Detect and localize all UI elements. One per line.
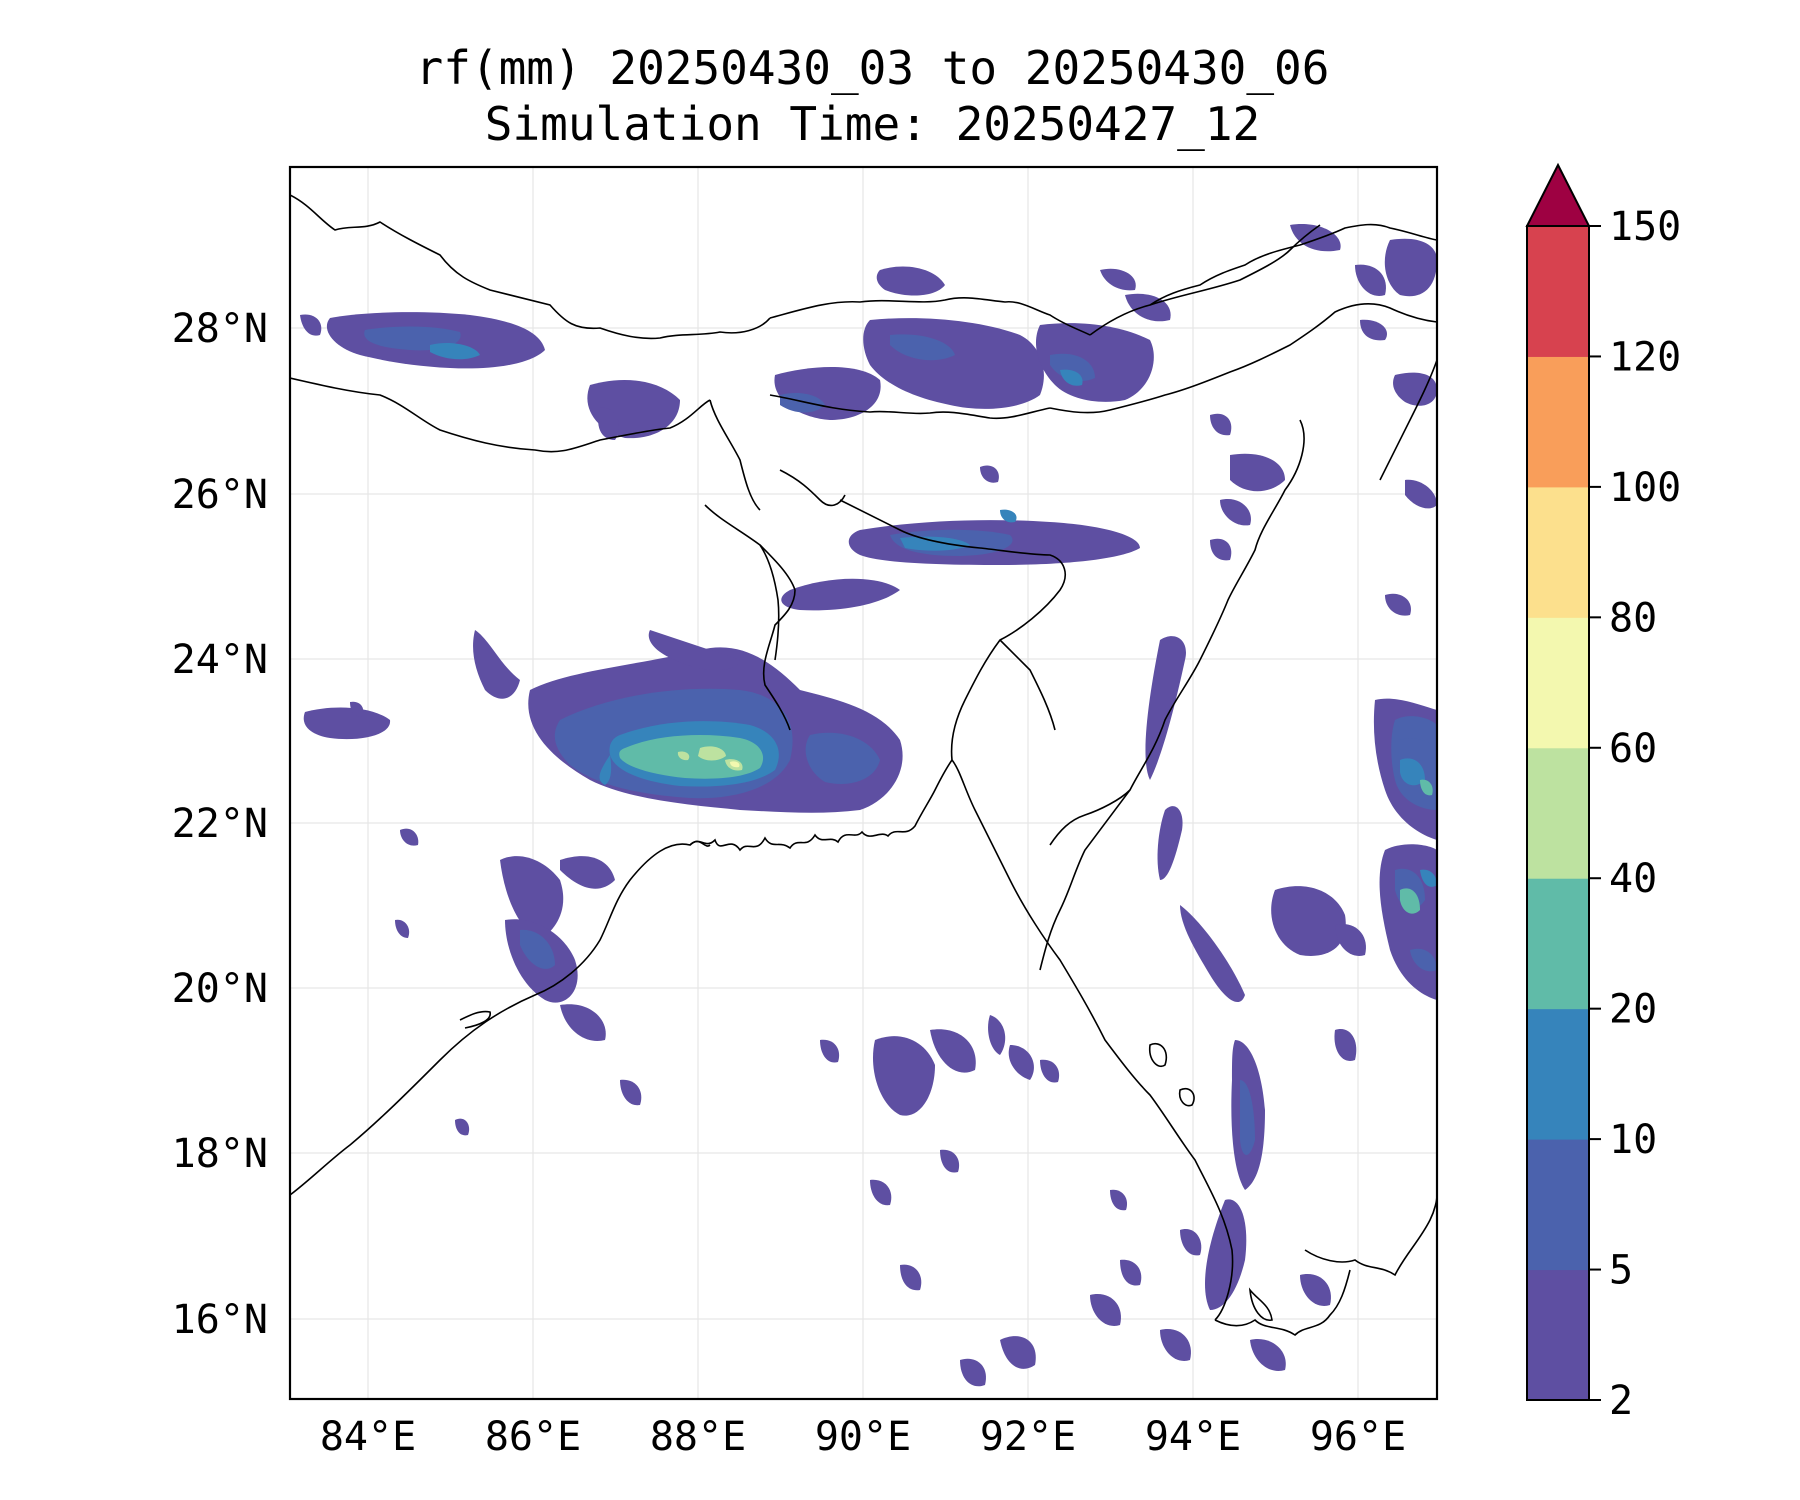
- lat-label: 16°N: [172, 1297, 268, 1343]
- colorbar-tick-label: 150: [1609, 204, 1681, 250]
- colorbar-tick-label: 80: [1609, 595, 1657, 641]
- colorbar-ticks: 2 5 10 20 40 60 80 100 120 150: [1589, 204, 1681, 1424]
- lat-label: 22°N: [172, 801, 268, 847]
- lat-label: 28°N: [172, 306, 268, 352]
- colorbar: 2 5 10 20 40 60 80 100 120 150: [1525, 162, 1681, 1424]
- coastlines-borders: [290, 194, 1437, 1337]
- lon-label: 92°E: [980, 1414, 1076, 1460]
- rainfall-20-40mm: [619, 735, 1433, 914]
- lat-label: 20°N: [172, 966, 268, 1012]
- colorbar-segments: [1527, 226, 1589, 1401]
- lon-label: 90°E: [815, 1414, 911, 1460]
- colorbar-tick-label: 5: [1609, 1248, 1633, 1294]
- colorbar-segment: [1527, 1269, 1589, 1401]
- colorbar-tick-label: 2: [1609, 1378, 1633, 1424]
- lon-label: 86°E: [485, 1414, 581, 1460]
- lon-label: 88°E: [650, 1414, 746, 1460]
- colorbar-tick-label: 100: [1609, 465, 1681, 511]
- colorbar-tick-label: 20: [1609, 987, 1657, 1033]
- lon-axis: 84°E 86°E 88°E 90°E 92°E 94°E 96°E: [320, 1414, 1406, 1460]
- colorbar-segment: [1527, 356, 1589, 488]
- lat-label: 18°N: [172, 1131, 268, 1177]
- rainfall-40-60mm: [677, 746, 743, 771]
- plot-frame: [288, 165, 1439, 1401]
- lat-label: 24°N: [172, 637, 268, 683]
- rainfall-fields: [300, 224, 1437, 1387]
- title-line-2: Simulation Time: 20250427_12: [484, 97, 1261, 151]
- colorbar-segment: [1527, 617, 1589, 749]
- colorbar-tick-label: 60: [1609, 726, 1657, 772]
- lon-label: 96°E: [1310, 1414, 1406, 1460]
- colorbar-segment: [1527, 1139, 1589, 1271]
- map-title: rf(mm) 20250430_03 to 20250430_06 Simula…: [0, 40, 1745, 152]
- lat-label: 26°N: [172, 472, 268, 518]
- rainfall-60-80mm: [730, 761, 740, 768]
- lon-label: 84°E: [320, 1414, 416, 1460]
- colorbar-tick-label: 120: [1609, 334, 1681, 380]
- lat-axis: 28°N 26°N 24°N 22°N 20°N 18°N 16°N: [172, 306, 268, 1343]
- colorbar-frame: [1526, 225, 1590, 1401]
- colorbar-tick-label: 40: [1609, 856, 1657, 902]
- colorbar-extend-arrow: [1525, 162, 1591, 227]
- lon-label: 94°E: [1145, 1414, 1241, 1460]
- colorbar-segment: [1527, 747, 1589, 879]
- title-line-1: rf(mm) 20250430_03 to 20250430_06: [415, 41, 1330, 95]
- colorbar-segment: [1527, 878, 1589, 1010]
- colorbar-segment: [1527, 226, 1589, 357]
- colorbar-segment: [1527, 1008, 1589, 1140]
- colorbar-segment: [1527, 486, 1589, 618]
- colorbar-tick-label: 10: [1609, 1117, 1657, 1163]
